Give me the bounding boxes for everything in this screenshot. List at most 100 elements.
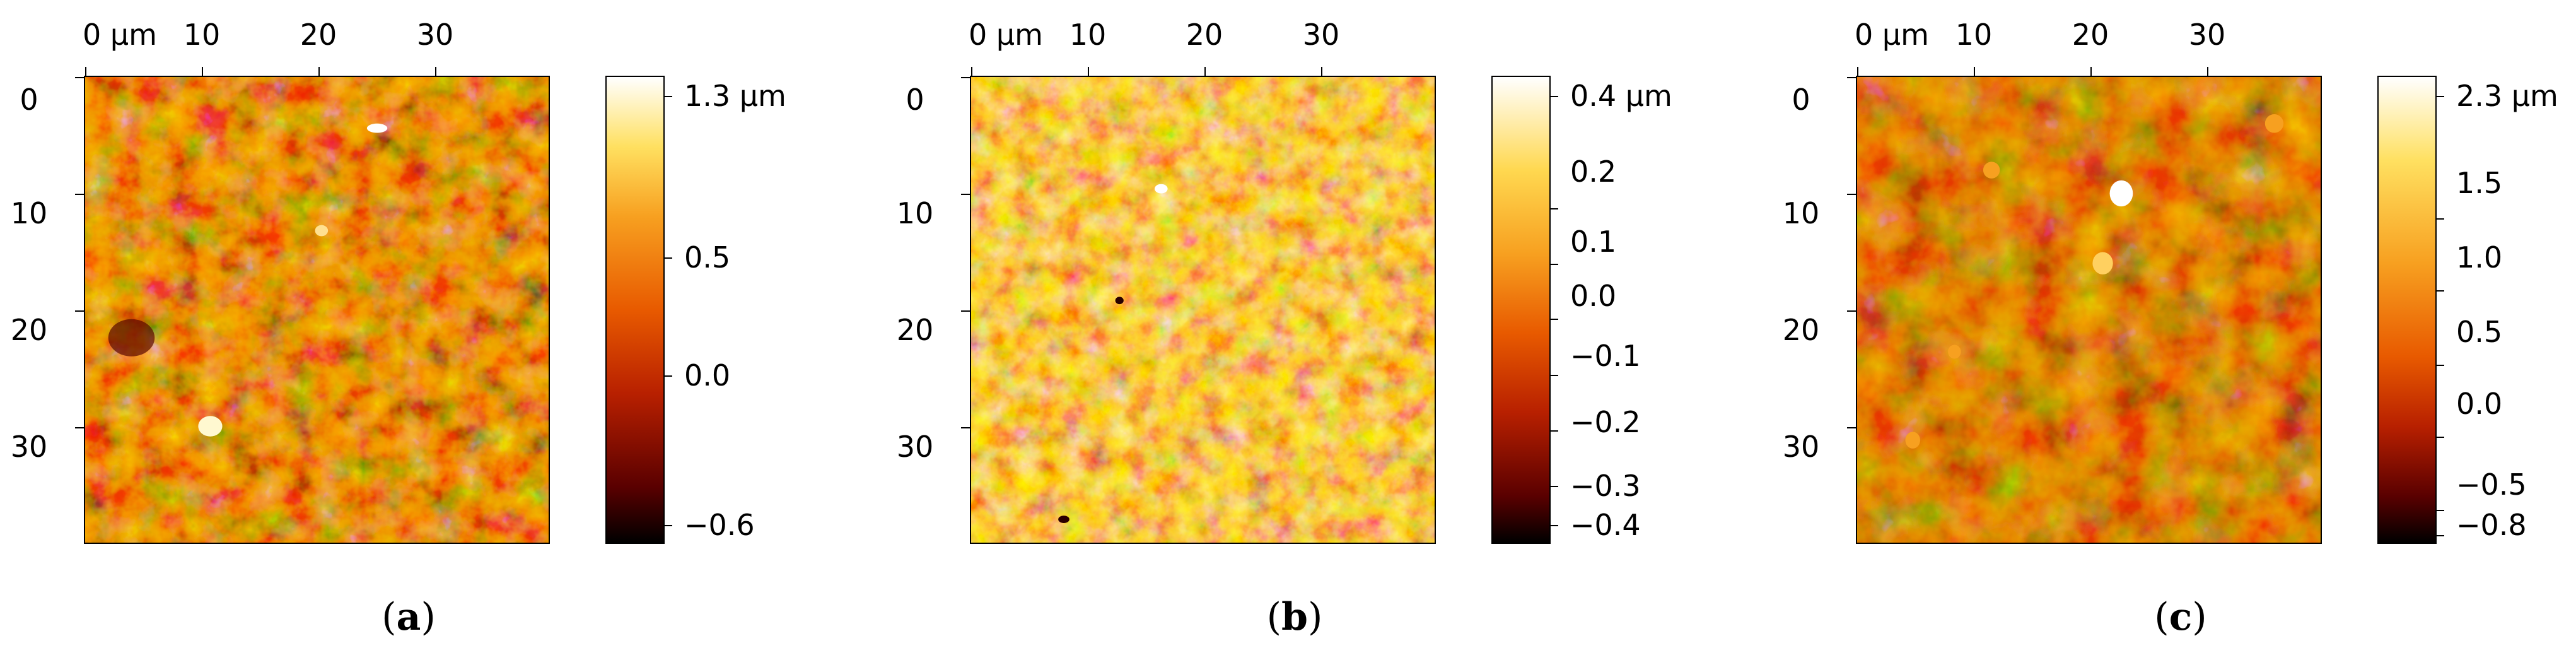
colorbar-label: −0.5 (2456, 468, 2527, 502)
colorbar-tick (2435, 218, 2444, 220)
colorbar-tick (1549, 319, 1558, 320)
panel-c: 0 µm 10 20 30 0 10 20 30 (1772, 0, 2576, 672)
colorbar-label: −0.1 (1570, 339, 1641, 373)
x-tick (1321, 67, 1322, 77)
panel-a: 0 µm 10 20 30 0 10 20 30 (0, 0, 858, 672)
colorbar-tick (1549, 525, 1558, 526)
x-tick-label: 0 µm (969, 18, 1043, 52)
y-tick (961, 77, 971, 78)
afm-surface-c (1857, 77, 2321, 543)
y-tick-label: 30 (896, 430, 934, 464)
x-tick-label: 0 µm (83, 18, 157, 52)
panel-caption: (b) (1266, 595, 1323, 639)
colorbar-tick (663, 96, 672, 97)
x-tick (2207, 67, 2208, 77)
colorbar-label: −0.8 (2456, 508, 2527, 542)
colorbar-label: 0.4 µm (1570, 79, 1672, 113)
colorbar-label: 0.0 (684, 358, 731, 392)
colorbar-label: 0.5 (684, 240, 731, 274)
y-tick-label: 0 (1792, 83, 1810, 117)
colorbar-label: 1.5 (2456, 166, 2503, 200)
x-tick-label: 30 (2188, 18, 2226, 52)
height-map-image (970, 76, 1436, 544)
x-tick (1088, 67, 1089, 77)
y-tick (1847, 194, 1857, 195)
colorbar-tick (663, 525, 672, 526)
colorbar-a (605, 76, 665, 544)
y-tick (75, 194, 85, 195)
x-tick (1204, 67, 1206, 77)
colorbar-tick (2435, 365, 2444, 366)
colorbar-tick (1549, 96, 1558, 97)
x-tick (971, 67, 972, 77)
x-tick-label: 10 (1069, 18, 1107, 52)
x-tick-label: 30 (1302, 18, 1340, 52)
y-tick-label: 30 (1782, 430, 1820, 464)
x-tick-label: 10 (1955, 18, 1993, 52)
x-tick (318, 67, 320, 77)
colorbar-tick (1549, 375, 1558, 376)
x-tick-label: 20 (2072, 18, 2109, 52)
colorbar-label: −0.6 (684, 508, 755, 542)
x-tick (202, 67, 203, 77)
colorbar-tick (2435, 290, 2444, 292)
y-tick-label: 30 (10, 430, 48, 464)
y-tick (75, 310, 85, 312)
colorbar-c (2377, 76, 2437, 544)
colorbar-tick (2435, 510, 2444, 511)
colorbar-label: −0.4 (1570, 508, 1641, 542)
y-tick (1847, 310, 1857, 312)
colorbar-tick (663, 257, 672, 259)
x-tick-label: 30 (416, 18, 454, 52)
x-tick (1974, 67, 1975, 77)
y-tick (1847, 427, 1857, 428)
y-tick-label: 20 (1782, 313, 1820, 347)
x-tick (2090, 67, 2092, 77)
x-tick-label: 10 (183, 18, 221, 52)
y-tick-label: 20 (10, 313, 48, 347)
afm-surface-a (85, 77, 549, 543)
y-tick-label: 10 (10, 196, 48, 230)
afm-surface-b (971, 77, 1435, 543)
y-tick-label: 0 (906, 83, 924, 117)
colorbar-b (1491, 76, 1551, 544)
y-tick (75, 77, 85, 78)
height-map-image (84, 76, 550, 544)
x-tick (85, 67, 86, 77)
y-tick (75, 427, 85, 428)
y-tick (961, 194, 971, 195)
x-tick (435, 67, 436, 77)
colorbar-label: 0.0 (1570, 279, 1617, 313)
colorbar-label: −0.2 (1570, 405, 1641, 439)
colorbar-label: 0.1 (1570, 225, 1617, 259)
colorbar-label: 0.0 (2456, 387, 2503, 421)
colorbar-label: 0.2 (1570, 155, 1617, 189)
panel-b: 0 µm 10 20 30 0 10 20 30 (886, 0, 1744, 672)
y-tick (961, 310, 971, 312)
colorbar-label: 1.0 (2456, 240, 2503, 274)
x-tick-label: 20 (300, 18, 337, 52)
colorbar-tick (2435, 437, 2444, 438)
panel-caption: (a) (382, 595, 436, 639)
x-tick (1857, 67, 1858, 77)
colorbar-tick (1549, 430, 1558, 432)
colorbar-tick (2435, 96, 2444, 97)
y-tick-label: 10 (896, 196, 934, 230)
panel-caption: (c) (2154, 595, 2207, 639)
colorbar-tick (1549, 486, 1558, 487)
x-tick-label: 20 (1186, 18, 1223, 52)
y-tick-label: 10 (1782, 196, 1820, 230)
colorbar-tick (663, 375, 672, 377)
colorbar-label: 0.5 (2456, 315, 2503, 349)
colorbar-label: −0.3 (1570, 469, 1641, 503)
y-tick (1847, 77, 1857, 78)
colorbar-label: 2.3 µm (2456, 79, 2558, 113)
colorbar-label: 1.3 µm (684, 79, 786, 113)
y-tick-label: 20 (896, 313, 934, 347)
colorbar-tick (1549, 208, 1558, 209)
x-tick-label: 0 µm (1855, 18, 1929, 52)
y-tick (961, 427, 971, 428)
y-tick-label: 0 (20, 83, 38, 117)
colorbar-tick (1549, 264, 1558, 265)
colorbar-tick (2435, 535, 2444, 536)
